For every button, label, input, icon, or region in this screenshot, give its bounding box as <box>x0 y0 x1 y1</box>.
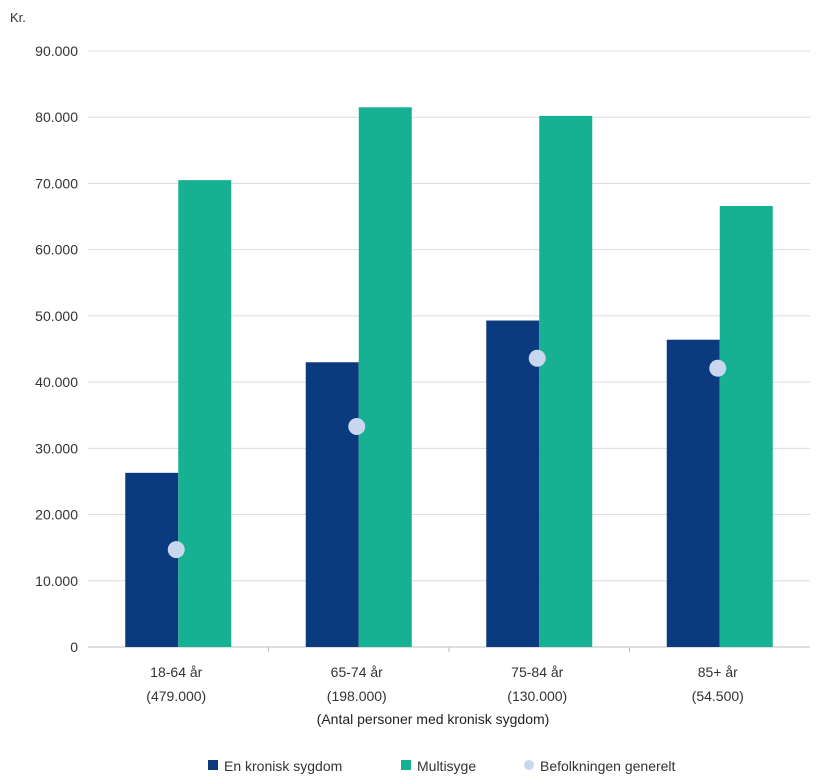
legend-swatch <box>524 760 534 770</box>
bar-en-kronisk-sygdom <box>305 362 359 647</box>
legend-swatch <box>208 760 218 770</box>
points <box>167 349 727 559</box>
bar-multisyge <box>539 115 593 648</box>
bar-multisyge <box>358 107 412 648</box>
x-axis-label: (Antal personer med kronisk sygdom) <box>317 711 550 727</box>
bars <box>125 107 773 648</box>
x-tick-label: 65-74 år <box>331 664 383 680</box>
x-tick-label: 18-64 år <box>150 664 202 680</box>
x-tick-label: 75-84 år <box>511 664 563 680</box>
y-tick-label: 50.000 <box>35 308 78 324</box>
y-tick-labels: 0 10.000 20.000 30.000 40.000 50.000 60.000 70.… <box>35 43 78 655</box>
y-tick-label: 60.000 <box>35 242 78 258</box>
y-tick-label: 70.000 <box>35 175 78 191</box>
y-tick-label: 10.000 <box>35 573 78 589</box>
x-tick-label: 85+ år <box>698 664 738 680</box>
point-befolkningen-generelt <box>348 417 366 435</box>
x-tick-labels: 18-64 år (479.000) 65-74 år (198.000) 75-84 … <box>146 664 744 704</box>
y-tick-label: 90.000 <box>35 43 78 59</box>
x-tick-label-count: (54.500) <box>692 688 744 704</box>
y-tick-label: 30.000 <box>35 440 78 456</box>
point-befolkningen-generelt <box>709 359 727 377</box>
bar-en-kronisk-sygdom <box>666 339 720 647</box>
legend-label: En kronisk sygdom <box>224 758 342 774</box>
point-befolkningen-generelt <box>167 541 185 559</box>
point-befolkningen-generelt <box>528 349 546 367</box>
x-tick-label-count: (198.000) <box>327 688 387 704</box>
legend-label: Befolkningen generelt <box>540 758 676 774</box>
x-tick-label-count: (130.000) <box>507 688 567 704</box>
legend-label: Multisyge <box>417 758 476 774</box>
y-tick-label: 20.000 <box>35 507 78 523</box>
legend-swatch <box>401 760 411 770</box>
y-tick-label: 0 <box>70 639 78 655</box>
bar-en-kronisk-sygdom <box>125 472 179 647</box>
bar-multisyge <box>178 180 232 647</box>
y-tick-label: 40.000 <box>35 374 78 390</box>
y-tick-label: 80.000 <box>35 109 78 125</box>
bar-multisyge <box>719 205 773 647</box>
legend: En kronisk sygdom Multisyge Befolkningen g… <box>208 758 676 774</box>
y-unit-label: Kr. <box>10 10 26 25</box>
x-tick-label-count: (479.000) <box>146 688 206 704</box>
bar-en-kronisk-sygdom <box>486 320 540 647</box>
